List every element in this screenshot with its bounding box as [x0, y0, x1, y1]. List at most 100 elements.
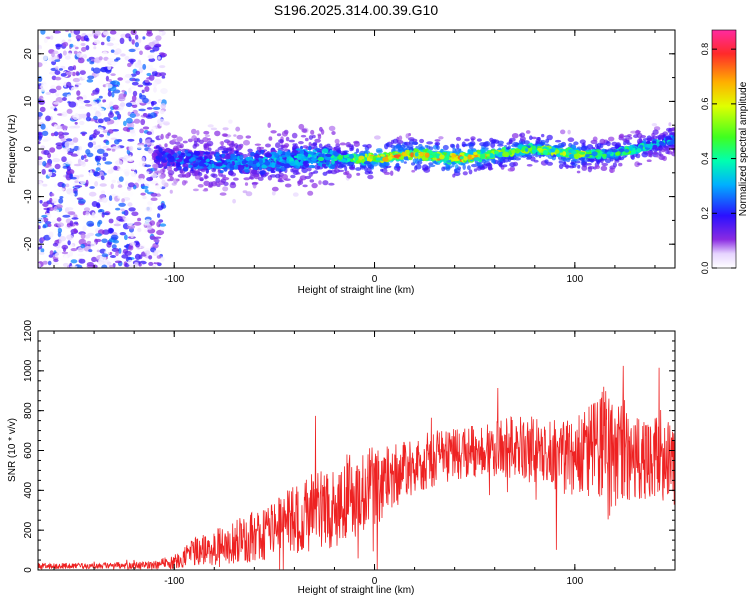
heatmap-cell — [142, 36, 146, 40]
heatmap-cell — [97, 219, 103, 225]
heatmap-cell — [99, 183, 107, 187]
heatmap-cell — [118, 168, 123, 172]
heatmap-cell — [456, 143, 460, 150]
heatmap-cell — [49, 71, 56, 75]
heatmap-cell — [297, 162, 301, 167]
heatmap-cell — [341, 152, 348, 156]
heatmap-cell — [662, 146, 670, 151]
heatmap-cell — [53, 258, 59, 263]
heatmap-cell — [139, 128, 145, 134]
heatmap-cell — [289, 161, 296, 167]
heatmap-cell — [106, 42, 114, 47]
heatmap-cell — [185, 172, 190, 178]
heatmap-cell — [39, 251, 45, 255]
heatmap-cell — [572, 163, 578, 166]
heatmap-cell — [506, 147, 510, 150]
heatmap-cell — [305, 151, 309, 158]
heatmap-cell — [100, 41, 105, 46]
heatmap-cell — [115, 57, 121, 61]
heatmap-cell — [531, 136, 537, 140]
heatmap-cell — [110, 255, 116, 258]
heatmap-cell — [395, 145, 401, 149]
heatmap-cell — [439, 154, 445, 160]
heatmap-cell — [141, 185, 149, 190]
heatmap-cell — [260, 149, 265, 155]
heatmap-cell — [134, 47, 141, 51]
heatmap-cell — [66, 165, 71, 172]
heatmap-cell — [98, 258, 104, 265]
heatmap-cell — [70, 144, 75, 149]
heatmap-cell — [150, 100, 157, 105]
heatmap-cell — [41, 218, 44, 225]
chart-title: S196.2025.314.00.39.G10 — [274, 2, 438, 18]
heatmap-cell — [80, 42, 86, 47]
heatmap-cell — [130, 73, 137, 77]
heatmap-cell — [184, 149, 189, 154]
heatmap-cell — [317, 156, 325, 162]
heatmap-cell — [554, 149, 560, 154]
heatmap-cell — [601, 162, 609, 167]
heatmap-cell — [494, 150, 499, 155]
heatmap-cell — [656, 154, 659, 158]
heatmap-cell — [83, 35, 89, 42]
heatmap-cell — [222, 186, 229, 192]
heatmap-cell — [434, 141, 441, 146]
heatmap-cell — [333, 146, 341, 151]
heatmap-cell — [146, 77, 152, 80]
heatmap-cell — [659, 141, 665, 146]
heatmap-cell — [61, 156, 67, 163]
heatmap-cell — [223, 166, 228, 172]
heatmap-cell — [90, 241, 96, 248]
heatmap-cell — [194, 150, 201, 156]
heatmap-cell — [89, 186, 95, 189]
heatmap-cell — [159, 109, 165, 115]
heatmap-cell — [74, 180, 79, 184]
heatmap-cell — [318, 143, 323, 149]
heatmap-cell — [118, 202, 126, 207]
heatmap-cell — [155, 35, 162, 41]
heatmap-cell — [428, 146, 434, 151]
heatmap-cell — [49, 147, 56, 153]
heatmap-cell — [61, 183, 66, 188]
heatmap-cell — [56, 188, 65, 192]
heatmap-cell — [54, 163, 61, 170]
heatmap-cell — [333, 168, 341, 173]
heatmap-cell — [174, 141, 181, 145]
heatmap-cell — [204, 151, 209, 155]
heatmap-cell — [161, 179, 166, 186]
colorbar: 0.0 0.2 0.4 0.6 0.8 Normalized spectral ampl… — [700, 29, 749, 274]
heatmap-cell — [230, 153, 236, 158]
heatmap-cell — [632, 147, 636, 151]
heatmap-cell — [242, 154, 248, 159]
heatmap-cell — [137, 84, 144, 88]
heatmap-cell — [100, 175, 105, 181]
heatmap-cell — [95, 167, 101, 172]
heatmap-cell — [215, 155, 220, 161]
heatmap-cell — [63, 81, 67, 88]
heatmap-cell — [369, 155, 374, 159]
heatmap-cell — [328, 125, 336, 132]
heatmap-cell — [64, 196, 68, 199]
heatmap-cell — [115, 207, 121, 211]
heatmap-cell — [353, 140, 360, 144]
heatmap-cell — [159, 65, 166, 69]
heatmap-cell — [426, 141, 433, 145]
heatmap-cell — [108, 195, 113, 202]
heatmap-cell — [242, 190, 248, 194]
heatmap-cell — [102, 31, 110, 36]
heatmap-cell — [191, 135, 197, 141]
heatmap-cell — [192, 144, 197, 149]
heatmap-cell — [502, 151, 509, 157]
heatmap-cell — [179, 143, 184, 149]
heatmap-cell — [202, 137, 209, 143]
heatmap-cell — [182, 166, 189, 172]
heatmap-cell — [529, 135, 533, 140]
heatmap-cell — [110, 49, 115, 53]
heatmap-cell — [363, 161, 371, 165]
heatmap-cell — [366, 143, 372, 149]
heatmap-cell — [107, 65, 112, 70]
heatmap-cell — [463, 156, 468, 161]
heatmap-cell — [54, 76, 62, 81]
heatmap-cell — [51, 262, 60, 266]
heatmap-cell — [608, 136, 615, 142]
